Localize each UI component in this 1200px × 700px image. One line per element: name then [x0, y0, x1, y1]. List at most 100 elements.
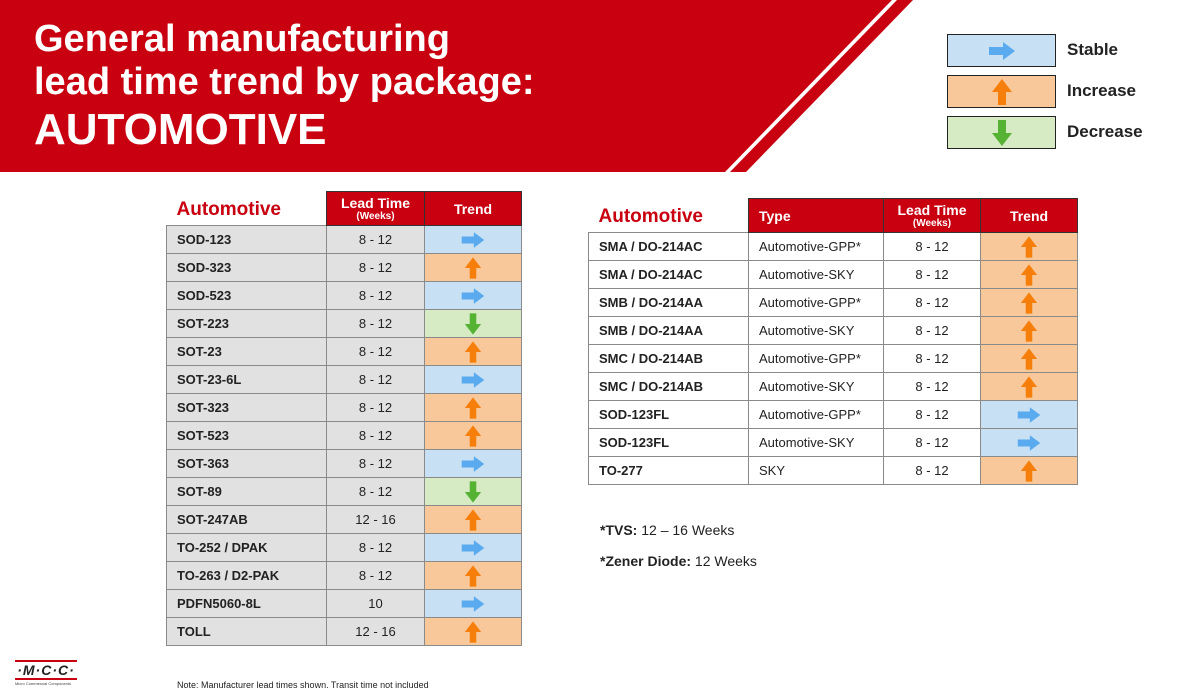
trend-cell	[980, 232, 1078, 261]
column-header-lead-time: Lead Time (Weeks)	[326, 191, 425, 226]
trend-cell	[980, 260, 1078, 289]
trend-cell	[424, 309, 522, 338]
package-cell: SOD-123	[166, 225, 327, 254]
lead-time-cell: 12 - 16	[326, 505, 425, 534]
package-cell: SOD-123FL	[588, 400, 749, 429]
legend-item-stable: Stable	[947, 34, 1187, 67]
package-cell: SOT-323	[166, 393, 327, 422]
lead-time-cell: 8 - 12	[326, 561, 425, 590]
type-cell: Automotive-SKY	[748, 260, 884, 289]
lead-time-cell: 8 - 12	[326, 281, 425, 310]
table-row: SOD-523 8 - 12	[166, 281, 522, 310]
table-row: SOT-23 8 - 12	[166, 337, 522, 366]
lead-time-cell: 8 - 12	[326, 365, 425, 394]
table-row: SMB / DO-214AA Automotive-SKY 8 - 12	[588, 316, 1078, 345]
arrow-right-icon	[1017, 434, 1041, 451]
arrow-up-icon	[464, 424, 482, 447]
lead-time-cell: 8 - 12	[883, 456, 981, 485]
package-cell: SOT-89	[166, 477, 327, 506]
package-cell: SMC / DO-214AB	[588, 372, 749, 401]
legend-item-increase: Increase	[947, 75, 1187, 108]
table-row: SOT-363 8 - 12	[166, 449, 522, 478]
table-row: SOT-323 8 - 12	[166, 393, 522, 422]
arrow-up-icon	[1020, 235, 1038, 258]
type-cell: Automotive-GPP*	[748, 400, 884, 429]
trend-cell	[980, 456, 1078, 485]
lead-time-cell: 8 - 12	[326, 253, 425, 282]
automotive-lead-time-table: Automotive Lead Time (Weeks) Trend SOD-12…	[166, 191, 522, 646]
page-title: General manufacturing lead time trend by…	[34, 18, 535, 154]
arrow-up-icon	[464, 620, 482, 643]
package-cell: SOT-223	[166, 309, 327, 338]
table-row: SOD-123FL Automotive-SKY 8 - 12	[588, 428, 1078, 457]
table-row: TO-252 / DPAK 8 - 12	[166, 533, 522, 562]
table-caption: Automotive	[166, 191, 327, 226]
trend-cell	[424, 561, 522, 590]
lead-time-cell: 8 - 12	[883, 316, 981, 345]
arrow-right-icon	[461, 231, 485, 248]
arrow-right-icon	[461, 371, 485, 388]
arrow-up-icon	[464, 256, 482, 279]
type-cell: Automotive-GPP*	[748, 288, 884, 317]
arrow-up-icon	[1020, 319, 1038, 342]
column-header-type: Type	[748, 198, 884, 233]
table-row: TOLL 12 - 16	[166, 617, 522, 646]
table-row: SOT-89 8 - 12	[166, 477, 522, 506]
package-cell: SOD-123FL	[588, 428, 749, 457]
trend-cell	[424, 617, 522, 646]
arrow-right-icon	[461, 539, 485, 556]
package-cell: SMC / DO-214AB	[588, 344, 749, 373]
lead-time-cell: 8 - 12	[883, 260, 981, 289]
lead-time-cell: 10	[326, 589, 425, 618]
lead-time-cell: 12 - 16	[326, 617, 425, 646]
lead-time-cell: 8 - 12	[326, 337, 425, 366]
trend-cell	[980, 344, 1078, 373]
trend-cell	[980, 428, 1078, 457]
arrow-up-icon	[464, 564, 482, 587]
arrow-down-icon	[464, 312, 482, 335]
package-cell: TO-277	[588, 456, 749, 485]
lead-time-cell: 8 - 12	[883, 344, 981, 373]
legend-label-increase: Increase	[1067, 81, 1136, 100]
trend-cell	[424, 589, 522, 618]
legend-label-stable: Stable	[1067, 40, 1119, 59]
arrow-right-icon	[461, 287, 485, 304]
package-cell: SMB / DO-214AA	[588, 316, 749, 345]
arrow-up-icon	[1020, 291, 1038, 314]
arrow-right-icon	[1017, 406, 1041, 423]
trend-cell	[424, 253, 522, 282]
table-row: SOT-23-6L 8 - 12	[166, 365, 522, 394]
package-cell: SOT-23	[166, 337, 327, 366]
package-cell: SOD-523	[166, 281, 327, 310]
table-row: SMB / DO-214AA Automotive-GPP* 8 - 12	[588, 288, 1078, 317]
package-cell: SOD-323	[166, 253, 327, 282]
package-cell: SMB / DO-214AA	[588, 288, 749, 317]
arrow-up-icon	[464, 508, 482, 531]
package-cell: TO-263 / D2-PAK	[166, 561, 327, 590]
lead-time-cell: 8 - 12	[326, 477, 425, 506]
type-cell: Automotive-SKY	[748, 316, 884, 345]
table-row: SOT-247AB 12 - 16	[166, 505, 522, 534]
lead-time-cell: 8 - 12	[326, 533, 425, 562]
trend-cell	[980, 372, 1078, 401]
type-cell: SKY	[748, 456, 884, 485]
arrow-right-icon	[947, 34, 1056, 67]
arrow-right-icon	[461, 455, 485, 472]
table-row: SOT-523 8 - 12	[166, 421, 522, 450]
arrow-down-icon	[947, 116, 1056, 149]
lead-time-cell: 8 - 12	[326, 225, 425, 254]
lead-time-cell: 8 - 12	[883, 232, 981, 261]
trend-cell	[424, 449, 522, 478]
type-cell: Automotive-GPP*	[748, 232, 884, 261]
table-caption: Automotive	[588, 198, 749, 233]
legend-item-decrease: Decrease	[947, 116, 1187, 149]
lead-time-cell: 8 - 12	[326, 421, 425, 450]
trend-cell	[424, 365, 522, 394]
arrow-up-icon	[1020, 347, 1038, 370]
arrow-down-icon	[464, 480, 482, 503]
trend-cell	[424, 421, 522, 450]
arrow-right-icon	[461, 595, 485, 612]
package-cell: SOT-247AB	[166, 505, 327, 534]
column-header-lead-time: Lead Time (Weeks)	[883, 198, 981, 233]
lead-time-cell: 8 - 12	[326, 309, 425, 338]
